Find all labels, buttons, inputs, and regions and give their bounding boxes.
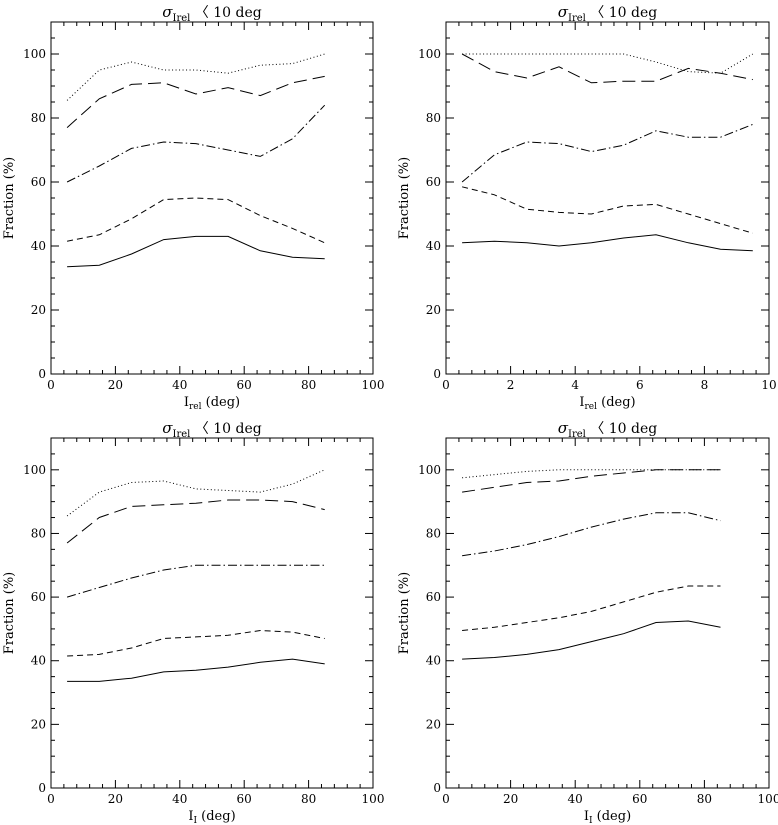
x-tick-label: 0 xyxy=(442,378,450,392)
chart-panel-3: 0 20 40 60 80 100 0 20 40 60 80 100 σIrel 〈 10 deg II… xyxy=(2,419,384,825)
chart-title: σIrel 〈 10 deg xyxy=(558,3,658,24)
chart-panel-1: 0 20 40 60 80 100 0 20 40 60 80 100 σIrel 〈 10 deg Ir… xyxy=(2,3,384,412)
y-tick-label: 40 xyxy=(31,654,46,668)
series-line-solid xyxy=(67,235,325,268)
y-axis-label: Fraction (%) xyxy=(2,157,17,239)
chart-title: σIrel 〈 10 deg xyxy=(162,3,262,24)
y-axis-label: Fraction (%) xyxy=(397,157,412,239)
y-tick-label: 40 xyxy=(31,239,46,253)
x-tick-label: 100 xyxy=(362,792,385,806)
x-tick-label: 8 xyxy=(701,378,709,392)
x-tick-label: 100 xyxy=(758,792,778,806)
x-axis-label: Irel (deg) xyxy=(184,395,240,412)
series-line-dashed xyxy=(67,629,325,657)
series-line-dashed xyxy=(461,186,753,234)
series-line-longdash xyxy=(66,499,325,544)
series-line-dotted xyxy=(66,469,325,517)
x-tick-label: 0 xyxy=(47,792,55,806)
series-line-dashed xyxy=(67,197,325,244)
x-tick-label: 100 xyxy=(362,378,385,392)
plot-frame xyxy=(50,437,374,789)
series-line-solid xyxy=(67,658,325,682)
y-axis-label: Fraction (%) xyxy=(2,572,17,654)
y-tick-label: 60 xyxy=(31,175,46,189)
y-tick-label: 60 xyxy=(31,590,46,604)
x-axis-label: II (deg) xyxy=(584,809,631,825)
series-line-longdash xyxy=(66,75,325,128)
x-tick-label: 0 xyxy=(47,378,55,392)
series-line-dashed xyxy=(462,585,721,631)
y-tick-label: 100 xyxy=(418,463,441,477)
chart-panel-4: 0 20 40 60 80 100 0 20 40 60 80 100 σIrel 〈 10 deg II… xyxy=(397,419,778,825)
series-line-solid xyxy=(462,234,753,252)
y-tick-label: 80 xyxy=(426,526,441,540)
y-tick-label: 40 xyxy=(426,654,441,668)
x-tick-label: 80 xyxy=(697,792,712,806)
x-tick-label: 10 xyxy=(761,378,776,392)
y-tick-label: 60 xyxy=(426,175,441,189)
y-tick-label: 100 xyxy=(23,47,46,61)
y-tick-label: 100 xyxy=(418,47,441,61)
y-tick-label: 20 xyxy=(31,717,46,731)
series-line-dashdot xyxy=(66,564,325,598)
y-tick-label: 20 xyxy=(426,303,441,317)
x-tick-label: 20 xyxy=(108,792,123,806)
x-tick-label: 20 xyxy=(108,378,123,392)
chart-title: σIrel 〈 10 deg xyxy=(162,419,262,440)
x-tick-label: 0 xyxy=(442,792,450,806)
plot-frame xyxy=(445,437,770,789)
series-line-dashdot xyxy=(461,123,753,183)
y-tick-label: 0 xyxy=(38,367,46,381)
x-tick-label: 60 xyxy=(632,792,647,806)
x-tick-label: 6 xyxy=(636,378,644,392)
x-tick-label: 80 xyxy=(301,378,316,392)
plot-frame xyxy=(445,21,770,375)
x-axis-label: Irel (deg) xyxy=(579,395,635,412)
series-line-longdash xyxy=(461,53,753,84)
y-tick-label: 100 xyxy=(23,463,46,477)
x-tick-label: 80 xyxy=(301,792,316,806)
series-line-longdash xyxy=(462,469,721,493)
plot-frame xyxy=(50,21,374,375)
y-tick-label: 40 xyxy=(426,239,441,253)
x-tick-label: 20 xyxy=(503,792,518,806)
y-tick-label: 0 xyxy=(433,781,441,795)
y-tick-label: 20 xyxy=(31,303,46,317)
y-tick-label: 20 xyxy=(426,717,441,731)
x-tick-label: 2 xyxy=(507,378,515,392)
y-axis-label: Fraction (%) xyxy=(397,572,412,654)
chart-title: σIrel 〈 10 deg xyxy=(558,419,658,440)
x-tick-label: 40 xyxy=(568,792,583,806)
series-line-dotted xyxy=(462,469,721,479)
y-tick-label: 0 xyxy=(38,781,46,795)
series-line-dotted xyxy=(66,53,325,101)
x-tick-label: 60 xyxy=(237,378,252,392)
y-tick-label: 80 xyxy=(426,111,441,125)
x-tick-label: 40 xyxy=(172,792,187,806)
series-line-dashdot xyxy=(66,104,326,183)
y-tick-label: 80 xyxy=(31,111,46,125)
x-tick-label: 4 xyxy=(571,378,579,392)
series-line-dashdot xyxy=(462,512,721,557)
y-tick-label: 80 xyxy=(31,526,46,540)
x-axis-label: II (deg) xyxy=(188,809,235,825)
series-line-dotted xyxy=(462,53,754,74)
y-tick-label: 0 xyxy=(433,367,441,381)
x-tick-label: 60 xyxy=(237,792,252,806)
x-tick-label: 40 xyxy=(172,378,187,392)
series-line-solid xyxy=(462,620,721,660)
y-tick-label: 60 xyxy=(426,590,441,604)
